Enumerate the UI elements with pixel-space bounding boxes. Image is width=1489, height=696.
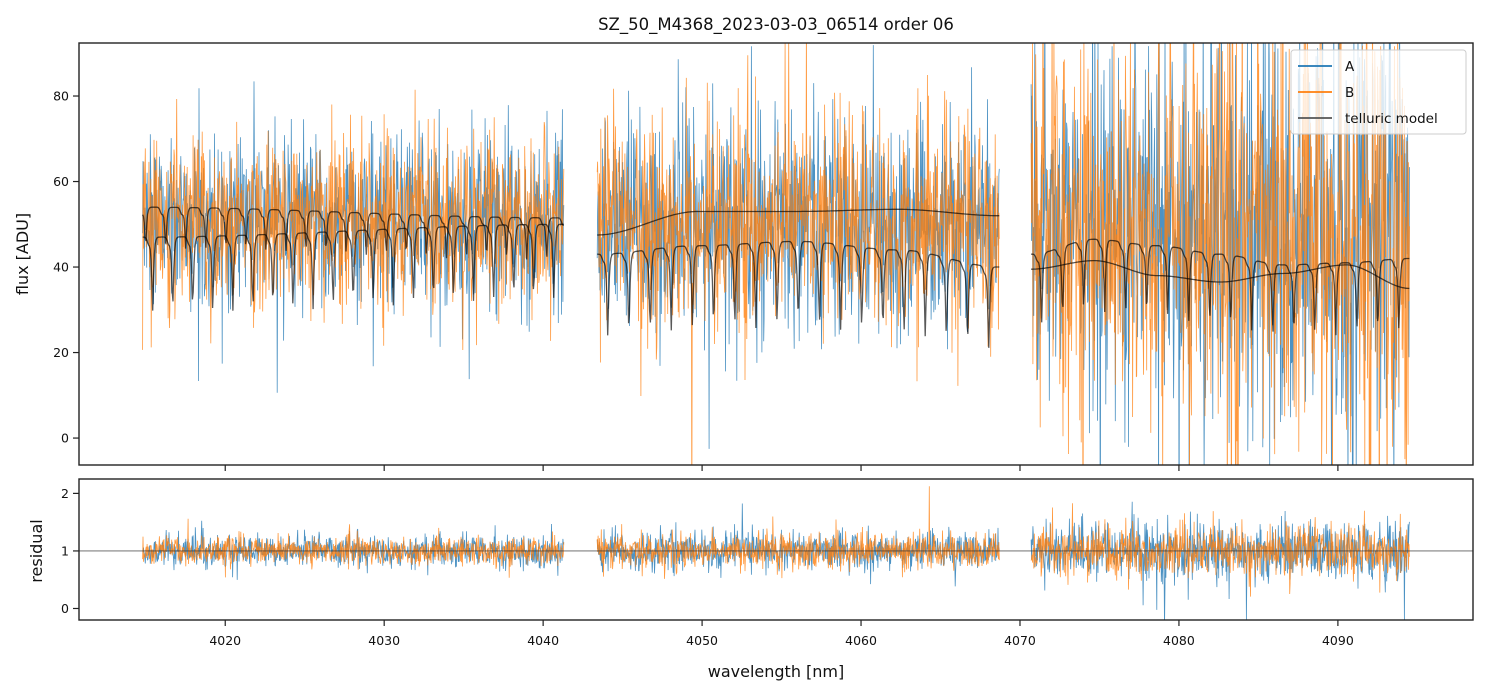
legend-label-telluric: telluric model (1345, 111, 1438, 127)
residual-axes-frame (78, 478, 1474, 621)
residual-y-tick-label: 1 (61, 543, 69, 558)
flux-y-tick-label: 80 (53, 89, 69, 104)
legend-label-b: B (1345, 85, 1354, 101)
x-axis-label: wavelength [nm] (708, 662, 845, 681)
flux-panel: 0 20 40 60 80 flux [ADU] (13, 42, 1474, 471)
x-tick-label: 4070 (1004, 633, 1036, 648)
x-tick-label: 4040 (527, 633, 559, 648)
x-tick-label: 4060 (845, 633, 877, 648)
residual-b-segment-1 (142, 518, 565, 578)
legend: A B telluric model (1290, 49, 1467, 135)
residual-x-ticks: 4020 4030 4040 4050 4060 4070 4080 4090 (209, 620, 1354, 648)
spectrum-a-segment-1 (142, 81, 565, 393)
flux-y-tick-label: 60 (53, 174, 69, 189)
residual-y-tick-label: 0 (61, 601, 69, 616)
flux-y-tick-label: 20 (53, 345, 69, 360)
residual-plot-area (79, 486, 1473, 620)
legend-label-a: A (1345, 59, 1355, 75)
flux-y-axis-label: flux [ADU] (13, 213, 32, 295)
flux-y-tick-label: 40 (53, 260, 69, 275)
residual-b-segment-2 (596, 486, 1000, 579)
residual-b-segment-3 (1030, 503, 1410, 597)
chart-title: SZ_50_M4368_2023-03-03_06514 order 06 (598, 15, 954, 35)
spectrum-b-segment-2 (596, 43, 1000, 465)
telluric-model-a-segment-2 (597, 208, 1000, 236)
x-tick-label: 4050 (686, 633, 718, 648)
flux-axes-frame (78, 42, 1474, 466)
flux-y-ticks: 0 20 40 60 80 (53, 89, 79, 446)
spectrum-b-segment-3 (1030, 43, 1410, 465)
x-tick-label: 4020 (209, 633, 241, 648)
residual-panel: 0 1 2 4020 4030 4040 4050 4060 4070 4080 4090 res… (27, 478, 1474, 648)
residual-y-axis-label: residual (27, 519, 46, 582)
x-tick-label: 4090 (1322, 633, 1354, 648)
telluric-model-b-segment-3 (1031, 238, 1410, 336)
residual-y-ticks: 0 1 2 (61, 486, 79, 616)
telluric-model-a-segment-3 (1031, 259, 1410, 290)
telluric-model-b-segment-2 (597, 240, 1000, 348)
telluric-model-a-segment-1 (142, 206, 564, 260)
telluric-model-b-segment-1 (142, 223, 564, 311)
flux-y-tick-label: 0 (61, 431, 69, 446)
x-tick-label: 4080 (1163, 633, 1195, 648)
flux-x-ticks (224, 465, 1339, 471)
legend-box (1290, 49, 1467, 135)
x-tick-label: 4030 (368, 633, 400, 648)
spectrum-b-segment-1 (142, 89, 565, 351)
residual-a-segment-2 (596, 503, 1000, 587)
flux-plot-area (142, 43, 1410, 465)
residual-y-tick-label: 2 (61, 486, 69, 501)
